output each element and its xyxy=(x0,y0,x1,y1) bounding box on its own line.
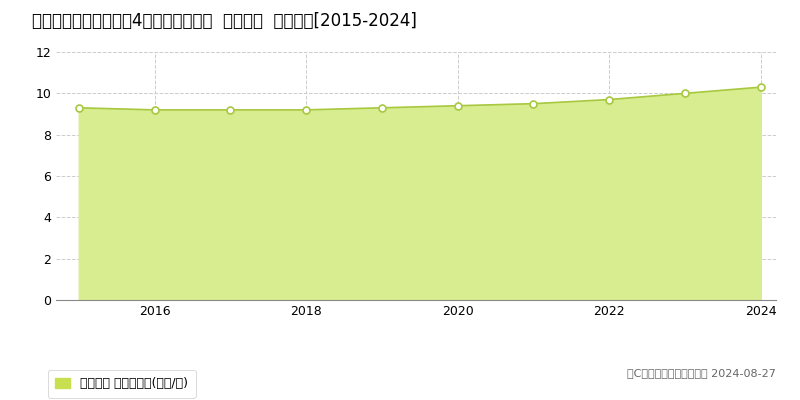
Text: 新潟県新潟市北区嘉山4丁目７番１５外  地価公示  地価推移[2015-2024]: 新潟県新潟市北区嘉山4丁目７番１５外 地価公示 地価推移[2015-2024] xyxy=(32,12,417,30)
Legend: 地価公示 平均嵪単価(万円/嵪): 地価公示 平均嵪単価(万円/嵪) xyxy=(48,370,196,398)
Text: （C）土地価格ドットコム 2024-08-27: （C）土地価格ドットコム 2024-08-27 xyxy=(627,368,776,378)
